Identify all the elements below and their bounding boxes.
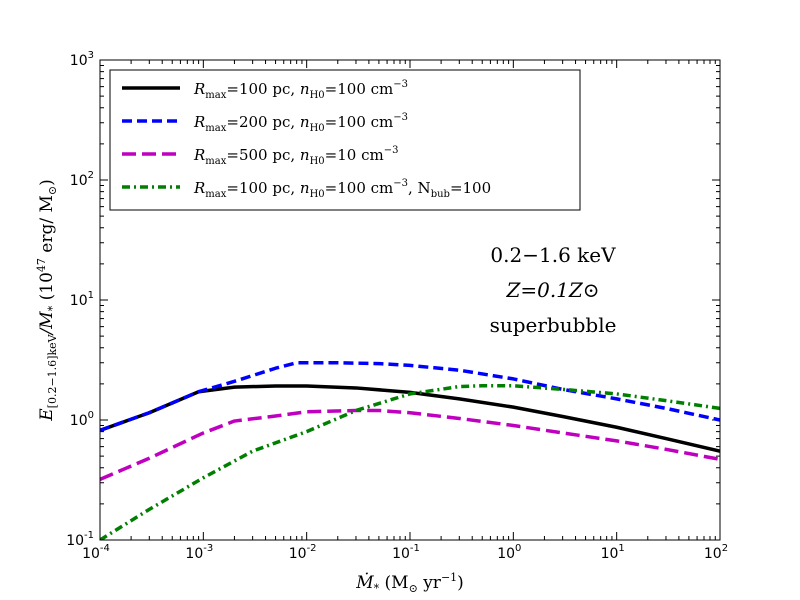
x-tick-label: 10-1 (392, 543, 420, 562)
series-layer (100, 361, 720, 540)
y-axis-label: E[0.2−1.6]keV/M* (1047 erg/ M⊙) (35, 179, 59, 422)
tick-labels: 10-4 10-3 10-2 10-1 100 101 102 10-1 100 101 102 10… (66, 50, 728, 562)
x-tick-label: 10-3 (185, 543, 213, 562)
legend-label-2: Rmax=200 pc, nH0=100 cm−3 (193, 112, 408, 134)
y-tick-label: 101 (70, 290, 94, 309)
x-tick-label: 10-2 (289, 543, 317, 562)
annotation-metallicity: Z=0.1Z⊙ (505, 278, 599, 302)
series-line-3 (100, 408, 720, 481)
plot-frame (99, 59, 721, 541)
legend: Rmax=100 pc, nH0=100 cm−3 Rmax=200 pc, n… (109, 69, 581, 211)
legend-label-4: Rmax=100 pc, nH0=100 cm−3, Nbub=100 (193, 178, 491, 200)
x-tick-label: 10-4 (82, 543, 110, 562)
x-tick-label: 101 (601, 543, 625, 562)
legend-label-3: Rmax=500 pc, nH0=10 cm−3 (193, 145, 398, 167)
legend-box (109, 69, 581, 211)
tick-marks (99, 59, 721, 541)
legend-lines (122, 86, 180, 189)
y-tick-label: 102 (70, 170, 94, 189)
y-tick-label: 103 (70, 50, 94, 69)
annotation-energy-band: 0.2−1.6 keV (490, 243, 616, 267)
x-axis-label: Ṁ* (M⊙ yr−1) (355, 571, 464, 595)
y-tick-label: 100 (70, 410, 94, 429)
series-line-4 (100, 383, 720, 540)
legend-label-1: Rmax=100 pc, nH0=100 cm−3 (193, 79, 408, 101)
annotation: 0.2−1.6 keV Z=0.1Z⊙ superbubble (490, 243, 617, 337)
annotation-model: superbubble (490, 313, 617, 337)
x-tick-label: 100 (497, 543, 521, 562)
x-tick-label: 102 (704, 543, 728, 562)
series-line-2 (100, 361, 720, 432)
y-tick-label: 10-1 (66, 530, 94, 549)
